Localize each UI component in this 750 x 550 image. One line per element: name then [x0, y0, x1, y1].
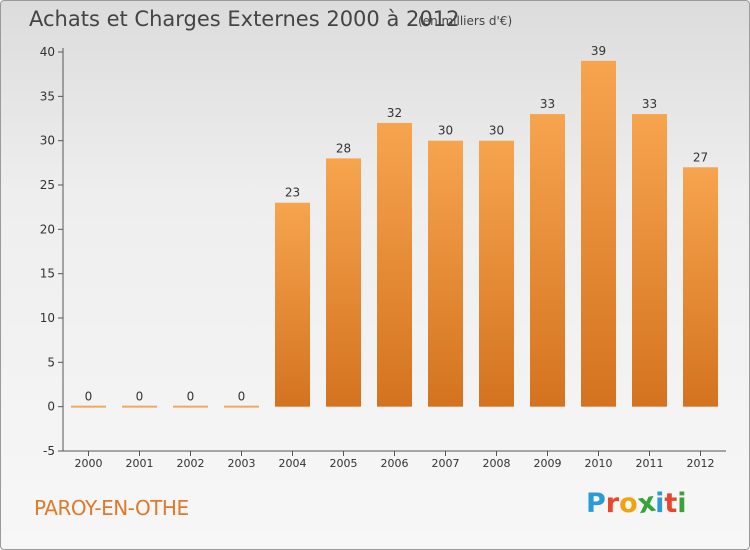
x-tick-label: 2004	[279, 457, 307, 470]
y-tick-label: 5	[47, 355, 55, 369]
bar	[428, 140, 463, 407]
data-label: 27	[693, 150, 708, 164]
data-label: 0	[238, 390, 246, 404]
x-tick-label: 2011	[636, 457, 664, 470]
y-tick-label: 30	[40, 134, 55, 148]
bar	[581, 60, 616, 407]
proxiti-logo: Proxiti	[586, 487, 687, 521]
data-label: 23	[285, 186, 300, 200]
data-label: 32	[387, 106, 402, 120]
x-tick-label: 2002	[177, 457, 205, 470]
y-tick-label: 0	[47, 400, 55, 414]
x-tick-label: 2001	[126, 457, 154, 470]
bar	[530, 114, 565, 407]
chart-unit: (en milliers d'€)	[418, 14, 513, 28]
x-tick-label: 2009	[534, 457, 562, 470]
x-tick-label: 2010	[585, 457, 613, 470]
y-tick-label: -5	[43, 444, 55, 458]
logo-letter: i	[655, 488, 665, 519]
y-tick-label: 40	[40, 45, 55, 59]
bar	[683, 167, 718, 407]
data-label: 33	[540, 97, 555, 111]
x-tick-label: 2005	[330, 457, 358, 470]
logo-letter: P	[586, 488, 606, 519]
x-tick-label: 2000	[75, 457, 103, 470]
x-tick-label: 2012	[687, 457, 715, 470]
bar	[173, 405, 208, 408]
data-label: 30	[489, 124, 504, 138]
y-tick-label: 15	[40, 267, 55, 281]
data-label: 30	[438, 124, 453, 138]
logo-letter: i	[677, 488, 687, 519]
bar	[71, 405, 106, 408]
y-tick-label: 20	[40, 222, 55, 236]
y-tick-label: 25	[40, 178, 55, 192]
data-label: 0	[85, 390, 93, 404]
bar	[122, 405, 157, 408]
bar	[377, 122, 412, 407]
logo-letter: r	[605, 488, 620, 519]
commune-name: PAROY-EN-OTHE	[34, 496, 189, 520]
data-label: 0	[136, 390, 144, 404]
bar	[275, 202, 310, 407]
x-tick-label: 2003	[228, 457, 256, 470]
y-tick-label: 10	[40, 311, 55, 325]
x-tick-label: 2008	[483, 457, 511, 470]
data-label: 33	[642, 97, 657, 111]
bar	[224, 405, 259, 408]
x-tick-label: 2006	[381, 457, 409, 470]
chart-title: Achats et Charges Externes 2000 à 2012	[29, 7, 460, 31]
data-label: 39	[591, 44, 606, 58]
logo-letter: o	[619, 488, 638, 519]
bar	[632, 114, 667, 407]
x-tick-label: 2007	[432, 457, 460, 470]
y-tick-label: 35	[40, 89, 55, 103]
logo-letter: t	[664, 488, 678, 519]
bar	[479, 140, 514, 407]
data-label: 28	[336, 141, 351, 155]
bar	[326, 158, 361, 407]
data-label: 0	[187, 390, 195, 404]
